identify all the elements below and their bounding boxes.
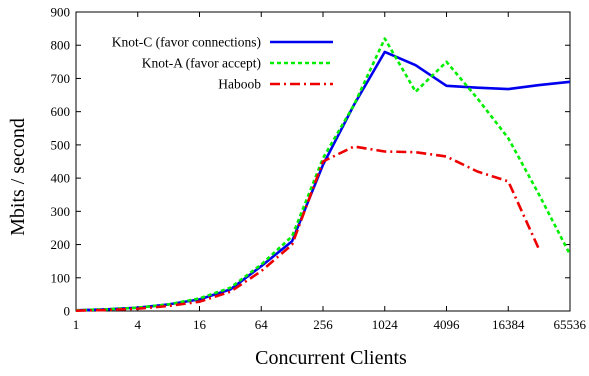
x-tick-label: 16384 — [492, 317, 525, 332]
y-axis: 0 100 200 300 400 500 600 700 800 900 — [51, 5, 570, 319]
y-tick-label: 500 — [51, 137, 71, 152]
y-tick-label: 200 — [51, 237, 71, 252]
y-tick-label: 700 — [51, 71, 71, 86]
x-axis: 1 4 16 64 256 1024 4096 16384 65536 — [73, 12, 587, 332]
x-tick-label: 1024 — [372, 317, 399, 332]
series-layer — [75, 37, 572, 312]
series-line-3 — [75, 145, 541, 312]
legend-label: Haboob — [218, 77, 261, 92]
x-tick-label: 4 — [135, 317, 142, 332]
y-tick-label: 0 — [64, 304, 71, 319]
x-tick-label: 65536 — [554, 317, 587, 332]
x-tick-label: 1 — [73, 317, 80, 332]
y-axis-title: Mbits / second — [7, 118, 29, 236]
legend-label: Knot-A (favor accept) — [142, 56, 261, 71]
y-tick-label: 300 — [51, 204, 71, 219]
y-tick-label: 900 — [51, 5, 71, 20]
x-tick-label: 256 — [313, 317, 333, 332]
legend-label: Knot-C (favor connections) — [112, 35, 261, 50]
x-tick-label: 4096 — [434, 317, 461, 332]
y-tick-label: 800 — [51, 38, 71, 53]
series-line-1 — [75, 50, 571, 312]
y-tick-label: 400 — [51, 171, 71, 186]
y-tick-label: 100 — [51, 270, 71, 285]
y-tick-label: 600 — [51, 104, 71, 119]
series-line-2 — [75, 37, 572, 312]
x-tick-label: 16 — [193, 317, 207, 332]
x-axis-title: Concurrent Clients — [255, 347, 407, 369]
legend: Knot-C (favor connections) Knot-A (favor … — [112, 35, 333, 92]
x-tick-label: 64 — [255, 317, 269, 332]
